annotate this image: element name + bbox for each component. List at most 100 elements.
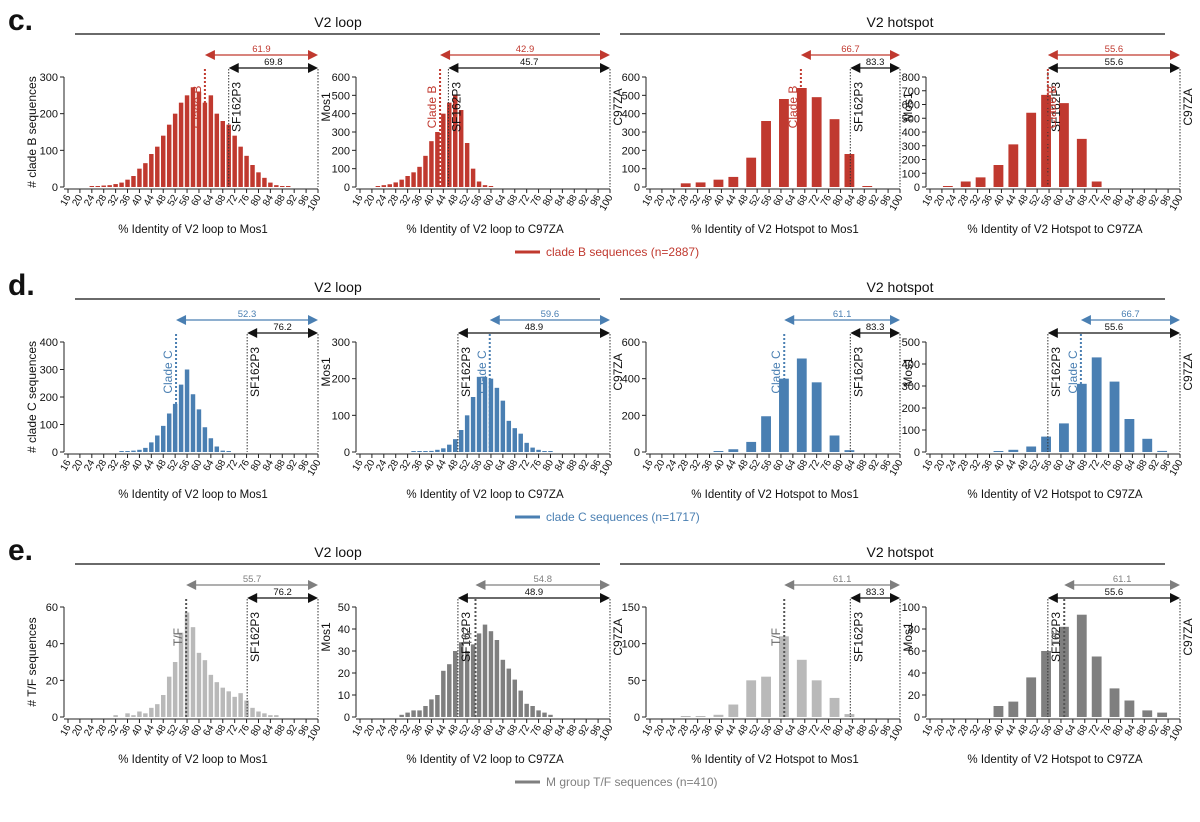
x-tick-label: 84	[261, 458, 276, 474]
x-tick-label: 64	[1063, 723, 1078, 739]
x-tick-label: 96	[879, 458, 894, 474]
x-tick-label: 44	[434, 458, 449, 474]
x-tick-label: 32	[106, 193, 121, 209]
histogram-bar	[214, 682, 220, 717]
arrowhead-right	[1170, 315, 1180, 325]
x-tick-label: 76	[237, 723, 252, 739]
histogram-bar	[202, 660, 208, 717]
arrowhead-left	[1047, 328, 1058, 338]
arrowhead-right	[600, 63, 610, 73]
x-tick-label: 32	[968, 193, 983, 209]
x-tick-label: 92	[1147, 193, 1162, 209]
arrowhead-right	[308, 328, 318, 338]
histogram-bar	[262, 713, 267, 717]
x-tick-label: 60	[1051, 723, 1066, 739]
histogram-bar	[429, 450, 434, 452]
x-tick-label: 80	[249, 458, 264, 474]
x-tick-label: 36	[118, 193, 133, 209]
x-tick-label: 72	[1087, 458, 1102, 474]
histogram-bar	[458, 110, 464, 187]
histogram-bar	[113, 184, 118, 187]
x-axis-label: % Identity of V2 loop to Mos1	[118, 224, 268, 236]
histogram-bar	[524, 442, 529, 452]
y-tick-label: 400	[622, 374, 640, 386]
y-tick-label: 600	[622, 337, 640, 349]
y-tick-label: 100	[40, 420, 58, 432]
histogram-bar	[482, 376, 488, 452]
x-tick-label: 16	[351, 458, 366, 474]
y-tick-label: 0	[52, 447, 58, 459]
histogram-bar	[417, 166, 422, 187]
reference-marker-label: SF162P3	[851, 347, 865, 397]
histogram-bar	[476, 181, 482, 187]
x-tick-label: 44	[724, 458, 739, 474]
x-tick-label: 68	[505, 458, 520, 474]
histogram-bar	[470, 168, 476, 187]
x-tick-label: 36	[980, 193, 995, 209]
histogram-bar	[244, 155, 249, 187]
x-tick-label: 48	[154, 723, 169, 739]
x-tick-label: 84	[261, 723, 276, 739]
histogram-bar	[761, 121, 771, 187]
y-axis-label: # T/F sequences	[25, 617, 39, 706]
histogram-bar	[746, 680, 757, 717]
distance-label: 61.1	[833, 309, 852, 320]
clade-marker-label: T/F	[1049, 628, 1063, 646]
y-tick-label: 600	[902, 100, 920, 112]
x-tick-label: 96	[589, 723, 604, 739]
histogram-bar	[137, 168, 142, 187]
histogram-bar	[447, 444, 452, 452]
x-tick-label: 52	[748, 458, 763, 474]
x-tick-label: 88	[855, 723, 870, 739]
x-tick-label: 68	[795, 723, 810, 739]
clade-marker-label: Clade C	[1066, 350, 1080, 394]
histogram-bar	[1091, 656, 1102, 717]
x-tick-label: 48	[154, 458, 169, 474]
x-tick-label: 36	[700, 193, 715, 209]
y-tick-label: 100	[622, 639, 640, 651]
histogram-bar	[131, 450, 136, 452]
histogram-bar	[447, 102, 452, 187]
x-tick-label: 68	[795, 458, 810, 474]
x-tick-label: 96	[879, 193, 894, 209]
x-tick-label: 36	[118, 458, 133, 474]
x-tick-label: 16	[59, 723, 74, 739]
x-tick-label: 88	[855, 458, 870, 474]
x-tick-label: 20	[70, 458, 85, 474]
chart-panel: 0 100 200 300 400 500 600 162024283236404448525…	[622, 44, 915, 236]
y-tick-label: 0	[634, 712, 640, 724]
histogram-bar	[208, 438, 214, 452]
distance-label: 76.2	[273, 322, 292, 333]
x-tick-label: 52	[458, 193, 473, 209]
histogram-bar	[214, 113, 220, 187]
chart-panel: 0 50 100 150 1620242832364044485256606468727…	[622, 574, 915, 766]
histogram-bar	[829, 697, 840, 717]
y-tick-label: 800	[902, 72, 920, 84]
x-tick-label: 80	[541, 723, 556, 739]
x-tick-label: 20	[362, 458, 377, 474]
reference-marker-label: SF162P3	[851, 612, 865, 662]
distance-label: 42.9	[516, 44, 535, 55]
x-tick-label: 64	[1063, 458, 1078, 474]
x-tick-label: 40	[992, 193, 1007, 209]
distance-label: 83.3	[866, 587, 885, 598]
x-axis-label: % Identity of V2 loop to C97ZA	[406, 489, 564, 501]
histogram-bar	[143, 447, 148, 452]
clade-marker-label: Clade B	[1045, 86, 1059, 129]
x-tick-label: 64	[201, 723, 216, 739]
x-axis-label: % Identity of V2 loop to Mos1	[118, 754, 268, 766]
x-tick-label: 80	[831, 723, 846, 739]
histogram-bar	[458, 642, 464, 717]
x-tick-label: 24	[82, 193, 97, 209]
x-tick-label: 76	[529, 193, 544, 209]
group-title: V2 hotspot	[867, 14, 934, 30]
histogram-bar	[530, 706, 535, 717]
x-tick-label: 76	[529, 458, 544, 474]
histogram-bar	[761, 416, 771, 452]
histogram-bar	[274, 185, 279, 187]
histogram-bar	[155, 435, 160, 452]
histogram-bar	[1059, 103, 1069, 187]
distance-label: 54.8	[533, 574, 552, 585]
y-tick-label: 100	[622, 164, 640, 176]
